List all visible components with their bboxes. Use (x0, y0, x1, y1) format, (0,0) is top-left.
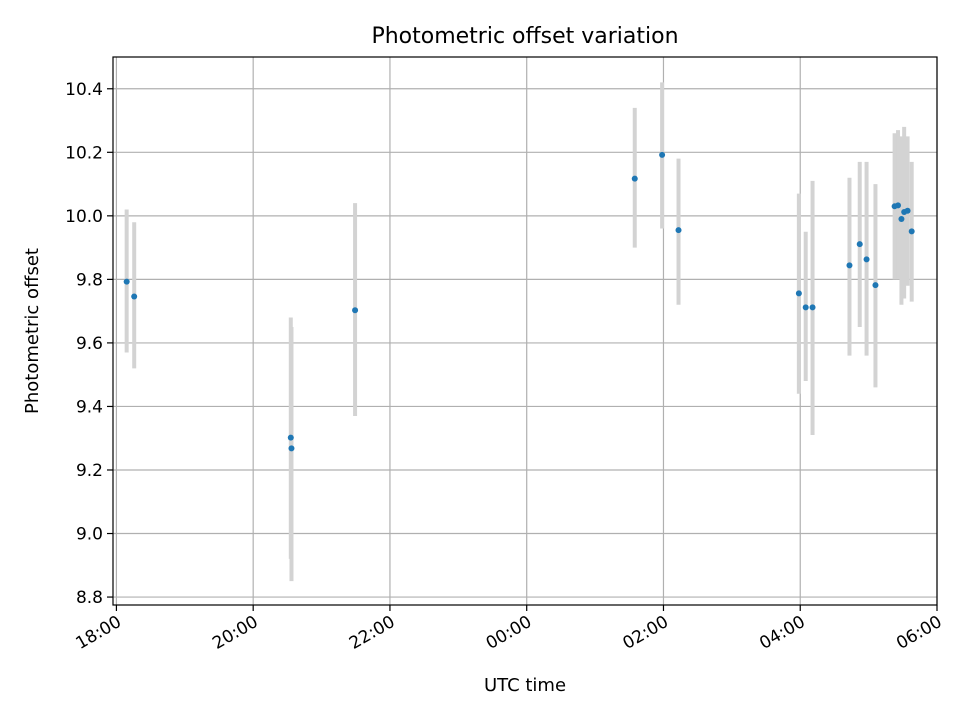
data-point (123, 278, 130, 285)
y-tick-label: 10.2 (65, 143, 103, 163)
data-point (872, 282, 879, 289)
x-axis-label: UTC time (484, 675, 566, 696)
data-point (675, 227, 682, 234)
x-tick-label: 00:00 (483, 612, 535, 654)
y-tick-label: 9.6 (76, 334, 103, 354)
x-tick-label: 22:00 (346, 612, 398, 654)
data-point (895, 202, 902, 209)
data-point (856, 241, 863, 248)
data-point (795, 290, 802, 297)
y-tick-label: 9.4 (76, 397, 103, 417)
y-tick-label: 9.8 (76, 270, 103, 290)
data-point (131, 293, 138, 300)
data-point (352, 307, 359, 314)
error-bars (124, 82, 914, 582)
data-point (288, 445, 295, 452)
y-tick-label: 10.0 (65, 207, 103, 227)
y-tick-label: 9.2 (76, 461, 103, 481)
x-tick-label: 06:00 (893, 612, 945, 654)
data-point (846, 262, 853, 269)
y-tick-label: 10.4 (65, 80, 103, 100)
x-tick-label: 20:00 (209, 612, 261, 654)
data-point (631, 175, 638, 182)
x-tick-label: 02:00 (620, 612, 672, 654)
data-point (659, 151, 666, 158)
x-tick-label: 04:00 (756, 612, 808, 654)
data-point (904, 207, 911, 214)
data-point (898, 216, 905, 223)
x-tick-label: 18:00 (72, 612, 124, 654)
plot-frame (112, 56, 938, 606)
y-tick-label: 9.0 (76, 525, 103, 545)
data-point (802, 304, 809, 311)
data-point (809, 304, 816, 311)
data-point (863, 256, 870, 263)
data-point (287, 434, 294, 441)
y-tick-label: 8.8 (76, 588, 103, 608)
chart-title: Photometric offset variation (371, 24, 678, 49)
data-point (908, 228, 915, 235)
data-points (123, 151, 915, 452)
y-axis-label: Photometric offset (22, 248, 43, 414)
